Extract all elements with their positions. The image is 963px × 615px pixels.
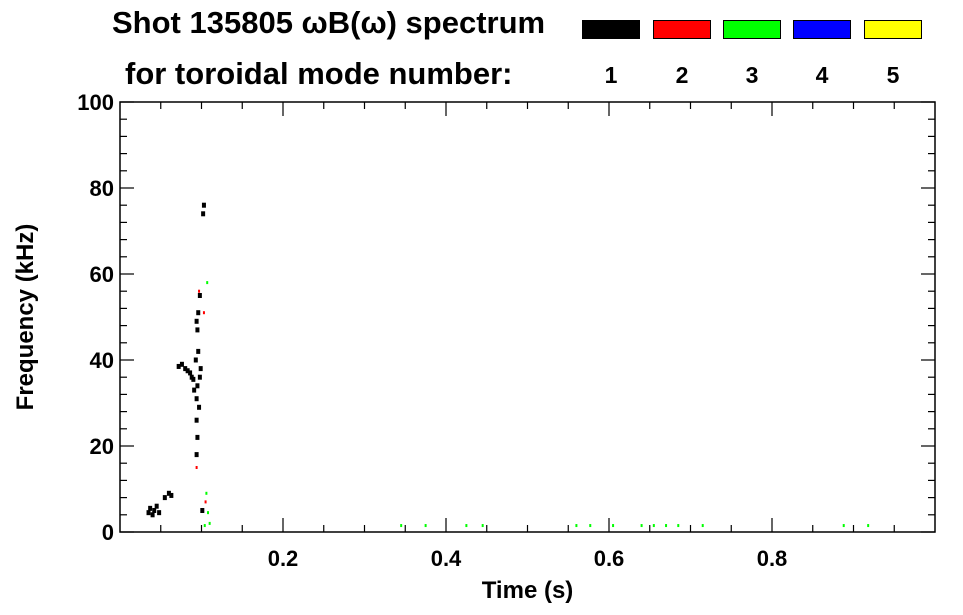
data-point-mode-3 [207, 511, 210, 515]
data-point-mode-1 [197, 293, 202, 298]
data-point-mode-1 [150, 512, 155, 518]
data-point-mode-3 [677, 524, 680, 528]
y-tick-label: 20 [90, 434, 114, 459]
axis-ticks [120, 101, 935, 533]
data-point-mode-1 [201, 202, 206, 208]
legend-label-3: 3 [745, 62, 759, 88]
data-point-mode-1 [195, 434, 200, 440]
data-point-mode-1 [196, 348, 201, 354]
y-tick-label: 0 [102, 520, 114, 545]
data-point-mode-1 [197, 374, 202, 380]
data-point-mode-1 [194, 452, 199, 458]
data-point-mode-3 [481, 524, 484, 528]
x-tick-label: 0.8 [757, 546, 788, 571]
data-point-mode-3 [640, 524, 643, 528]
data-point-mode-1 [179, 361, 184, 367]
tick-labels: 0 20 40 60 80 100 0.2 0.4 0.6 0.8 [77, 90, 787, 571]
data-point-mode-1 [193, 357, 198, 363]
legend-swatch-4 [793, 20, 851, 39]
data-point-mode-1 [162, 495, 167, 501]
data-point-mode-3 [575, 524, 578, 528]
data-point-mode-1 [194, 396, 199, 402]
legend-swatch-1 [582, 20, 640, 39]
data-point-mode-1 [200, 508, 205, 513]
data-point-mode-1 [201, 211, 206, 217]
data-point-mode-1 [169, 492, 174, 498]
legend-label-4: 4 [815, 62, 829, 88]
data-point-mode-2 [202, 311, 205, 315]
data-point-mode-3 [206, 281, 209, 285]
data-point-mode-3 [424, 524, 427, 528]
x-tick-label: 0.6 [594, 546, 625, 571]
legend-label-5: 5 [886, 62, 900, 88]
data-point-mode-1 [195, 383, 200, 389]
data-point-mode-1 [196, 310, 201, 316]
data-point-mode-3 [652, 524, 655, 528]
x-tick-label: 0.2 [268, 546, 299, 571]
data-point-mode-1 [188, 370, 193, 376]
data-point-mode-1 [154, 503, 159, 509]
data-point-mode-3 [612, 524, 615, 528]
data-point-mode-1 [152, 508, 157, 513]
legend-caption: for toroidal mode number: [125, 56, 513, 91]
data-point-mode-2 [195, 466, 198, 469]
y-tick-label: 80 [90, 176, 114, 201]
data-point-mode-1 [191, 376, 196, 382]
y-tick-label: 40 [90, 348, 114, 373]
data-point-mode-3 [701, 524, 704, 528]
data-point-mode-1 [194, 417, 199, 423]
data-point-mode-1 [148, 505, 153, 511]
data-point-mode-1 [183, 366, 188, 372]
plot-frame [119, 101, 936, 533]
data-point-mode-1 [194, 318, 199, 324]
data-point-mode-1 [185, 368, 190, 374]
data-point-mode-1 [192, 387, 197, 393]
legend-swatch-2 [653, 20, 711, 39]
data-point-mode-1 [166, 490, 171, 496]
data-point-mode-3 [203, 524, 206, 528]
data-point-mode-1 [146, 510, 151, 516]
data-point-mode-1 [195, 327, 200, 333]
x-tick-label: 0.4 [431, 546, 462, 571]
data-point-mode-1 [197, 404, 202, 410]
data-point-mode-3 [400, 524, 403, 528]
data-point-mode-1 [176, 363, 181, 369]
data-point-mode-1 [198, 366, 203, 372]
legend-label-2: 2 [675, 62, 689, 88]
legend-swatch-5 [864, 20, 922, 39]
chart-title: Shot 135805 ωB(ω) spectrum [112, 5, 546, 40]
data-point-mode-3 [842, 524, 845, 528]
data-point-mode-1 [157, 510, 162, 516]
data-point-mode-2 [204, 500, 207, 504]
data-point-mode-2 [198, 289, 201, 293]
data-point-mode-3 [589, 524, 592, 528]
y-tick-label: 60 [90, 262, 114, 287]
y-axis-label: Frequency (kHz) [12, 224, 39, 411]
data-point-mode-3 [665, 524, 668, 528]
legend-swatch-3 [723, 20, 781, 39]
data-point-mode-3 [867, 524, 870, 528]
data-point-mode-3 [205, 491, 208, 495]
data-point-mode-3 [208, 521, 211, 525]
data-point-mode-3 [465, 524, 468, 528]
legend-label-1: 1 [604, 62, 618, 88]
x-axis-label: Time (s) [482, 577, 574, 604]
data-marks [146, 202, 870, 528]
y-tick-label: 100 [77, 90, 114, 115]
